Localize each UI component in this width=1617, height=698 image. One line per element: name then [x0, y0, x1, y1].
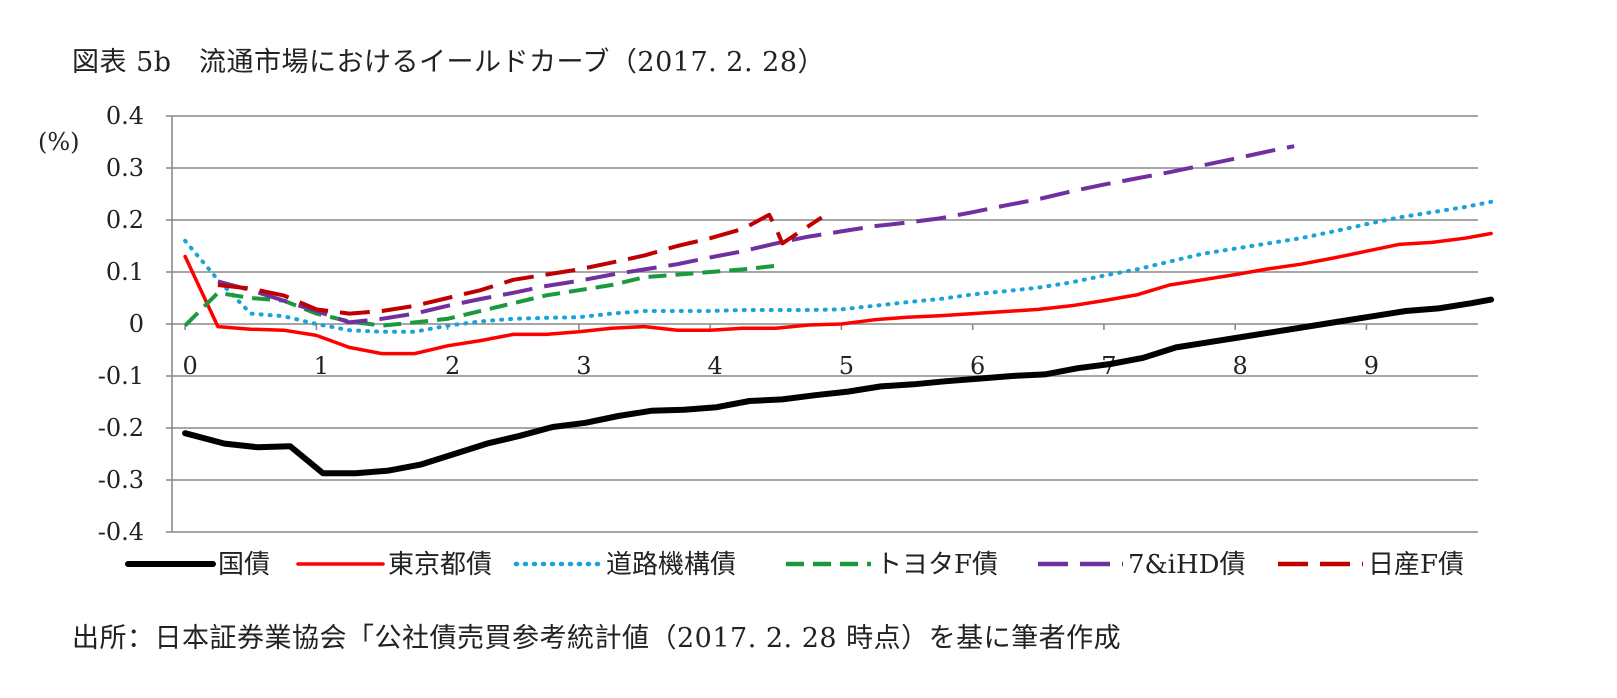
- y-tick-label: -0.2: [98, 414, 144, 442]
- x-tick-label: 2: [445, 352, 460, 380]
- source-note: 出所：日本証券業協会「公社債売買参考統計値（2017. 2. 28 時点）を基に…: [72, 623, 1122, 654]
- x-tick-label: 8: [1233, 352, 1248, 380]
- series-line-5: [217, 212, 823, 316]
- y-tick-label: 0.1: [106, 258, 144, 286]
- legend-label-1: 東京都債: [388, 550, 492, 580]
- legend-label-3: トヨタF債: [876, 550, 998, 580]
- x-tick-label: 0: [182, 352, 197, 380]
- y-tick-label: 0.4: [106, 102, 144, 130]
- legend-label-2: 道路機構債: [606, 550, 736, 580]
- y-axis-unit: (%): [38, 128, 80, 156]
- series-line-3: [183, 260, 784, 328]
- x-tick-label: 6: [970, 352, 985, 380]
- chart-title: 図表 5b 流通市場におけるイールドカーブ（2017. 2. 28）: [72, 47, 826, 78]
- series-line-2: [183, 199, 1494, 334]
- y-tick-label: -0.3: [98, 466, 144, 494]
- y-tick-label: -0.4: [98, 518, 144, 546]
- x-tick-label: 9: [1364, 352, 1379, 380]
- x-tick-label: 5: [839, 352, 854, 380]
- y-tick-label: 0.2: [106, 206, 144, 234]
- y-tick-label: 0.3: [106, 154, 144, 182]
- grid-lines: [172, 115, 1478, 533]
- legend-label-4: 7&iHD債: [1128, 550, 1246, 580]
- series-line-0: [182, 296, 1495, 477]
- y-tick-label: 0: [129, 310, 144, 338]
- y-tick-label: -0.1: [98, 362, 144, 390]
- x-tick-label: 3: [576, 352, 591, 380]
- x-tick-label: 4: [708, 352, 723, 380]
- legend-label-5: 日産F債: [1368, 550, 1464, 580]
- series-line-1: [183, 231, 1493, 356]
- legend: 国債 東京都債 道路機構債 トヨタF債 7&iHD債 日産F債: [125, 550, 1464, 580]
- x-tick-label: 1: [314, 352, 329, 380]
- legend-label-0: 国債: [218, 550, 270, 580]
- y-axis: 0.4 0.3 0.2 0.1 0 -0.1 -0.2 -0.3 -0.4 (%): [38, 102, 173, 546]
- series-line-4: [217, 144, 1295, 325]
- series-lines: [182, 144, 1495, 477]
